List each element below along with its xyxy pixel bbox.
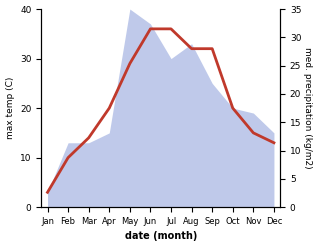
X-axis label: date (month): date (month) xyxy=(125,231,197,242)
Y-axis label: med. precipitation (kg/m2): med. precipitation (kg/m2) xyxy=(303,47,313,169)
Y-axis label: max temp (C): max temp (C) xyxy=(5,77,15,139)
